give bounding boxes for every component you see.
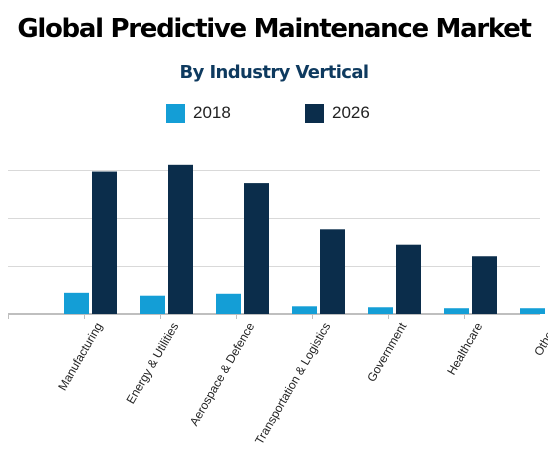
legend-swatch-2026 [305,103,324,123]
legend-item-2026: 2026 [305,102,370,124]
bar-2026-healthcare [472,256,497,314]
x-tick-label: Healthcare [444,320,485,378]
bar-2018-transportation-logistics [292,306,317,314]
x-tick-label: Energy & Utilities [124,320,182,406]
legend-label-2026: 2026 [332,103,370,122]
bar-2026-aerospace-defence [244,183,269,314]
bar-2026-transportation-logistics [320,229,345,314]
x-tick-label: Transportation & Logistics [252,320,333,447]
chart-title: Global Predictive Maintenance Market [17,14,532,44]
bar-2026-government [396,244,421,314]
x-tick-label: Manufacturing [55,320,105,393]
bar-2018-aerospace-defence [216,293,241,314]
legend-label-2018: 2018 [193,103,231,122]
legend-item-2018: 2018 [166,102,231,124]
chart-subtitle: By Industry Vertical [179,62,370,83]
bar-2026-energy-utilities [168,164,193,314]
bar-2018-others [520,308,545,314]
chart-legend: 2018 2026 [0,102,548,124]
bar-2018-manufacturing [64,292,89,314]
bar-2018-energy-utilities [140,295,165,314]
legend-swatch-2018 [166,103,185,123]
x-tick-label: Government [364,320,409,385]
bar-2026-manufacturing [92,171,117,314]
x-tick-label: Others [531,320,548,358]
bar-2018-healthcare [444,308,469,314]
bar-2018-government [368,307,393,314]
x-tick-label: Aerospace & Defence [187,320,258,428]
